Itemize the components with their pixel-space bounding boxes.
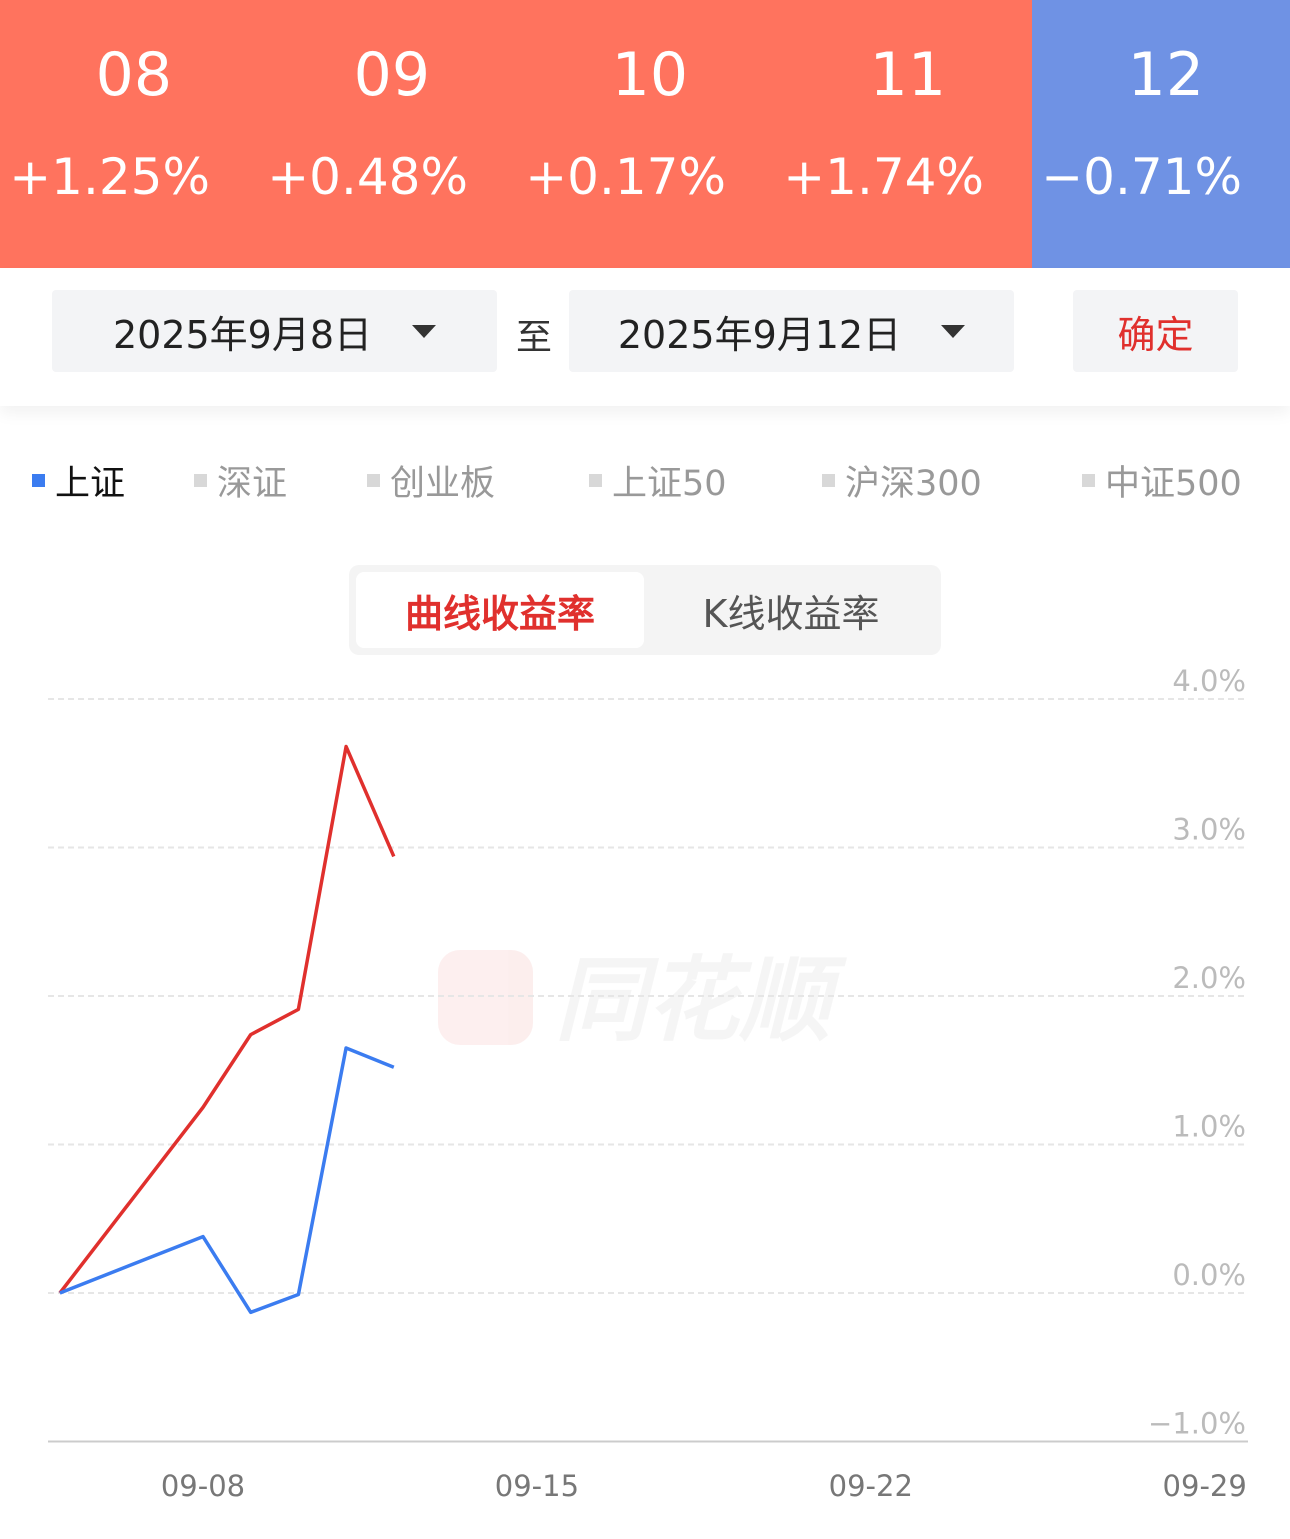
index-selector: 上证 深证 创业板 上证50 沪深300 中证500 <box>0 455 1290 505</box>
x-tick-label: 09-22 <box>829 1469 913 1503</box>
y-tick-label: 4.0% <box>1172 664 1246 698</box>
end-date-select[interactable]: 2025年9月12日 <box>569 290 1014 372</box>
range-separator: 至 <box>516 317 553 358</box>
caret-down-icon <box>941 324 966 338</box>
start-date-select[interactable]: 2025年9月8日 <box>52 290 497 372</box>
index-return-line <box>59 1046 395 1315</box>
x-tick-label: 09-08 <box>161 1469 245 1503</box>
index-sz50[interactable]: 上证50 <box>589 455 727 506</box>
index-zz500[interactable]: 中证500 <box>1082 455 1242 506</box>
day-cell[interactable]: 09 +0.48% <box>258 0 516 268</box>
square-icon <box>367 474 380 487</box>
tab-kline-return[interactable]: K线收益率 <box>702 591 880 636</box>
y-tick-label: −1.0% <box>1148 1407 1246 1441</box>
x-tick-label: 09-15 <box>495 1469 579 1503</box>
y-tick-label: 2.0% <box>1172 961 1246 995</box>
confirm-button[interactable]: 确定 <box>1073 290 1238 372</box>
y-tick-label: 1.0% <box>1172 1110 1246 1144</box>
caret-down-icon <box>412 324 437 338</box>
square-icon <box>32 474 45 487</box>
watermark: 同花顺 <box>438 947 848 1054</box>
svg-text:同花顺: 同花顺 <box>555 947 848 1054</box>
day-cell[interactable]: 08 +1.25% <box>0 0 258 268</box>
portfolio-return-line <box>58 744 396 1295</box>
index-shangzheng[interactable]: 上证 <box>32 455 125 506</box>
chart-type-toggle: 曲线收益率 K线收益率 <box>349 565 941 655</box>
y-tick-label: 0.0% <box>1172 1258 1246 1292</box>
date-range-bar: 2025年9月8日 至 2025年9月12日 确定 <box>0 268 1290 406</box>
square-icon <box>194 474 207 487</box>
index-chuangye[interactable]: 创业板 <box>367 455 495 506</box>
y-tick-label: 3.0% <box>1172 813 1246 847</box>
day-cell[interactable]: 12 −0.71% <box>1032 0 1290 268</box>
day-cell[interactable]: 11 +1.74% <box>774 0 1032 268</box>
day-cell[interactable]: 10 +0.17% <box>516 0 774 268</box>
daily-change-header: 08 +1.25% 09 +0.48% 10 +0.17% 11 +1.74% 12 −0… <box>0 0 1290 268</box>
square-icon <box>589 474 602 487</box>
square-icon <box>822 474 835 487</box>
tab-curve-return[interactable]: 曲线收益率 <box>356 572 644 648</box>
index-hs300[interactable]: 沪深300 <box>822 455 982 506</box>
index-shenzheng[interactable]: 深证 <box>194 455 287 506</box>
square-icon <box>1082 474 1095 487</box>
x-tick-label: 09-29 <box>1163 1469 1247 1503</box>
